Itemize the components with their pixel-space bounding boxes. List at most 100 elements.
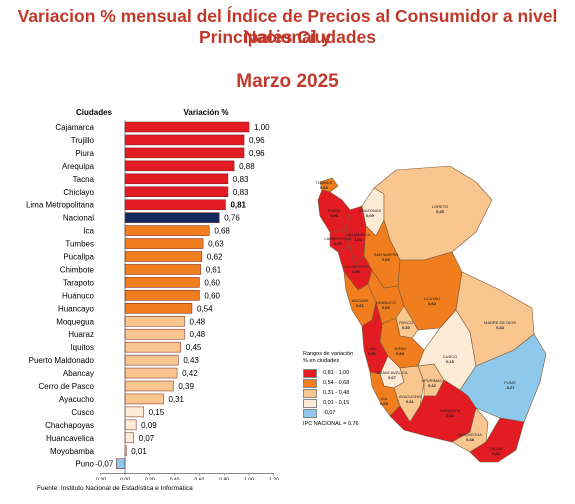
map-region-value: 0,39: [402, 325, 411, 330]
bar-chachapoyas: [124, 419, 137, 431]
value-label: 1,00: [254, 123, 270, 132]
category-label: Piura: [75, 149, 94, 158]
bar-arequipa: [124, 160, 235, 172]
value-label: 0,88: [239, 162, 255, 171]
bar-huánuco: [124, 290, 200, 301]
x-tick-label: 1,20: [269, 478, 279, 480]
category-label: Huancavelica: [46, 434, 95, 443]
category-label: Moyobamba: [50, 447, 95, 456]
bar-iquitos: [124, 341, 182, 353]
bar-chimbote: [124, 264, 201, 275]
x-tick-label: 0,20: [145, 478, 155, 480]
x-tick-label: 0,00: [120, 478, 130, 480]
x-tick-label: -0,20: [94, 478, 106, 480]
bar-chart: Ciudades Variación % Cajamarca 1,00 Trujil…: [26, 108, 279, 480]
bar-huancayo: [124, 303, 193, 314]
value-label: 0,09: [141, 421, 157, 430]
bar-cajamarca: [124, 121, 250, 133]
map-region-name: PIURA: [328, 208, 341, 213]
map-region-name: AYACUCHO: [399, 394, 421, 399]
map-region-name: HUANCAVELICA: [377, 370, 408, 375]
category-label: Chiclayo: [63, 188, 94, 197]
map-region-value: 0,48: [466, 437, 475, 442]
legend-swatch: [303, 388, 317, 398]
category-label: Tumbes: [65, 240, 94, 249]
map-region-value: 0,96: [352, 269, 361, 274]
legend-title-line2: % en ciudades: [303, 358, 340, 364]
map-region-name: AREQUIPA: [440, 408, 461, 413]
value-label: 0,62: [207, 253, 223, 262]
value-label: 0,54: [197, 304, 213, 313]
map-region-value: 0,83: [334, 241, 343, 246]
category-label: Iquitos: [70, 343, 94, 352]
bar-huancavelica: [124, 432, 134, 444]
category-label: Huánuco: [62, 291, 95, 300]
value-label: 0,68: [214, 227, 230, 236]
value-label: 0,60: [204, 291, 220, 300]
value-label: 0,48: [190, 330, 206, 339]
map-region-name: CUSCO: [443, 354, 457, 359]
category-label: Trujillo: [71, 136, 95, 145]
map-region-value: 0,63: [320, 185, 329, 190]
map-region-name: LIMA: [367, 346, 377, 351]
category-label: Pucallpa: [63, 253, 94, 262]
legend-swatch: [303, 368, 317, 378]
map-region-name: AMAZONAS: [359, 208, 382, 213]
category-label: Cajamarca: [55, 123, 94, 132]
map-region-value: 0,07: [388, 375, 397, 380]
value-label: 0,07: [139, 434, 155, 443]
legend-range-label: 0,81 - 1,00: [323, 370, 350, 376]
bar-cusco: [124, 406, 144, 418]
bar-pucallpa: [124, 251, 203, 262]
bar-lima-metropolitana: [124, 199, 226, 210]
bar-moquegua: [124, 316, 185, 327]
value-label: 0,45: [186, 343, 202, 352]
bar-tarapoto: [124, 277, 200, 288]
legend-item: 0,31 - 0,48: [303, 388, 359, 398]
map-region-name: UCAYALI: [424, 296, 441, 301]
map-region-tumbes: [319, 177, 339, 193]
category-label: Chachapoyas: [45, 421, 94, 430]
category-label: Ica: [83, 227, 94, 236]
legend-title-line1: Rangos de variación: [303, 351, 354, 357]
legend-rows: 0,81 - 1,00 0,54 - 0,68 0,31 - 0,48 0,01 - …: [303, 368, 359, 418]
map-region-name: MOQUEGUA: [458, 432, 482, 437]
legend-swatch: [303, 378, 317, 388]
map-region-name: APURIMAC: [421, 378, 442, 383]
value-label: 0,42: [182, 369, 198, 378]
map-region-value: -0,07: [505, 385, 515, 390]
category-label: Moquegua: [56, 317, 94, 326]
map-region-name: ANCASH: [352, 298, 369, 303]
bar-chiclayo: [124, 186, 229, 197]
category-label: Cusco: [71, 408, 94, 417]
map-legend: Rangos de variación % en ciudades 0,81 -…: [303, 351, 359, 427]
map-region-name: CAJAMARCA: [346, 232, 371, 237]
map-region-name: SAN MARTIN: [374, 252, 399, 257]
map-region-name: TACNA: [489, 446, 503, 451]
bar-cerro-de-pasco: [124, 380, 174, 392]
bar-huaraz: [124, 328, 185, 340]
bar-tacna: [124, 173, 229, 185]
bar-tumbes: [124, 238, 204, 249]
map-region-value: 0,68: [380, 401, 389, 406]
category-label: Tacna: [73, 175, 95, 184]
legend-item: 0,81 - 1,00: [303, 368, 359, 378]
value-label: 0,83: [233, 188, 249, 197]
map-region-value: 0,54: [396, 351, 405, 356]
bar-abancay: [124, 367, 178, 379]
value-label: 0,15: [149, 408, 165, 417]
x-tick-label: 1,00: [244, 478, 254, 480]
map-region-name: LA LIBERTAD: [344, 264, 369, 269]
category-label: Puerto Maldonado: [29, 356, 95, 365]
category-label: Lima Metropolitana: [26, 201, 95, 210]
map-region-value: 0,60: [382, 257, 391, 262]
category-header: Ciudades: [76, 108, 113, 117]
value-label: 0,43: [183, 356, 199, 365]
map-region-name: LAMBAYEQUE: [324, 236, 352, 241]
category-label: Chimbote: [60, 265, 95, 274]
map-region-value: 0,45: [436, 209, 445, 214]
map-region-value: 0,09: [366, 213, 375, 218]
value-label: 0,76: [224, 214, 240, 223]
map-region-value: 1,00: [354, 237, 363, 242]
map-region-value: 0,43: [496, 325, 505, 330]
